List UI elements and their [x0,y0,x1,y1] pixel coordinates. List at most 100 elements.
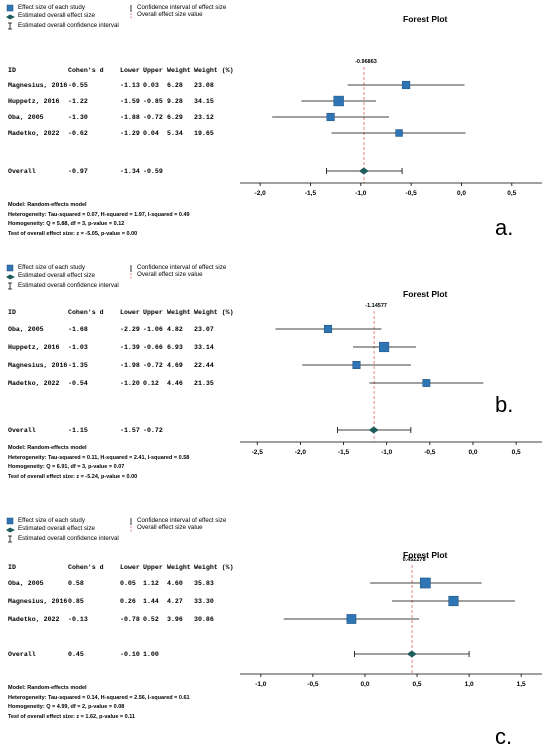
x-axis-tick-label: 0,0 [468,449,477,456]
study-effect-marker [326,112,335,122]
cell: Upper [143,564,163,571]
study-marker-group [275,324,382,334]
study-effect-marker [420,577,431,589]
legend-diamond-marker [6,14,15,20]
cell: Oba, 2005 [8,580,44,587]
legend-label-overall-effect: Estimated overall effect size [18,12,95,19]
cell: 0.26 [120,598,136,605]
model-summary: Model: Random-effects model Heterogeneity… [8,201,190,239]
cell: Lower [120,309,140,316]
table-overall-row: Overall -0.97 -1.34 -0.59 [8,168,238,177]
x-axis-tick-label: -1,5 [305,190,317,197]
cell: -0.54 [68,380,88,387]
legend-label-overall-effect: Estimated overall effect size [18,272,95,279]
cell: -0.13 [68,616,88,623]
reference-value-label: -1.14577 [365,303,387,309]
cell: 34.15 [194,98,214,105]
cell: 6.93 [167,344,183,351]
legend-label-overall-value: Overall effect size value [137,11,203,18]
model-summary-line: Model: Random-effects model [8,445,87,451]
cell: ID [8,67,16,74]
x-axis-tick-label: -1,5 [338,449,350,456]
model-summary-line: Heterogeneity: Tau-squared = 0.11, H-squ… [8,454,190,461]
cell: -1.59 [120,98,140,105]
forest-plot-area: -0.96863 -2,0 -1,5 -1,0 -0,5 0,0 0,5 [240,59,542,197]
cell: 1.00 [143,651,159,658]
cell: -0.62 [68,130,88,137]
overall-effect-diamond [358,167,369,175]
model-summary-line: Homogeneity: Q = 4.99, df = 2, p-value =… [8,704,125,710]
study-effect-marker [352,361,361,369]
x-axis-tick-label: -2,0 [255,190,267,197]
x-axis-tick-label: -2,0 [295,449,307,456]
legend-label-overall-ci: Estimated overall confidence interval [18,22,119,29]
x-axis-tick-label: -0,5 [406,190,418,197]
table-row: Oba, 2005 -1.30 -1.88 -0.72 6.29 23.12 [8,114,238,123]
table-row: Oba, 2005 0.58 0.05 1.12 4.60 35.83 [8,580,238,589]
cell: -2.29 [120,326,140,333]
cell: 1.12 [143,580,159,587]
cell: -1.34 [120,168,140,175]
cell: 0.04 [143,130,159,137]
cell: Huppetz, 2016 [8,344,60,351]
plot-title: Forest Plot [403,550,448,560]
cell: 4.46 [167,380,183,387]
overall-effect-diamond [406,650,417,658]
cell: -1.57 [120,427,140,434]
cell: 9.28 [167,98,183,105]
legend-label-overall-value: Overall effect size value [137,524,203,531]
cell: 1.44 [143,598,159,605]
cell: -1.35 [68,362,88,369]
x-axis-tick-label: 1,5 [517,681,526,688]
x-axis-tick-label: 0,0 [360,681,369,688]
model-summary-line: Test of overall effect size: z = 1.62, p… [8,713,136,720]
table-overall-row: Overall 0.45 -0.10 1.00 [8,651,238,660]
cell: Weight (%) [194,67,234,74]
table-header-row: ID Cohen's d Lower Upper Weight Weight (%) [8,309,238,318]
cell: 0.12 [143,380,159,387]
data-table: ID Cohen's d Lower Upper Weight Weight (%) Oba… [8,242,238,482]
cell: 23.08 [194,82,214,89]
cell: Overall [8,651,36,658]
model-summary: Model: Random-effects model Heterogeneity… [8,444,189,482]
x-axis-tick-label: -1,0 [381,449,393,456]
cell: 6.28 [167,82,183,89]
legend-ci-bracket-icon [8,22,12,30]
cell: Weight (%) [194,309,234,316]
cell: Madetko, 2022 [8,130,60,137]
legend-square-marker [6,517,14,525]
study-effect-marker [346,614,357,624]
cell: Madetko, 2022 [8,380,60,387]
cell: -1.22 [68,98,88,105]
cell: 21.35 [194,380,214,387]
model-summary-line: Heterogeneity: Tau-squared = 0.07, H-squ… [8,211,190,218]
forest-plot-panel-3: Effect size of each study Estimated overa… [0,482,550,749]
forest-plot-panel-1: Effect size of each study Estimated overa… [0,0,550,242]
model-summary: Model: Random-effects model Heterogeneity… [8,684,190,722]
legend-diamond-marker [6,274,15,280]
legend-symbols [6,264,132,290]
cell: 3.96 [167,616,183,623]
cell: -1.98 [120,362,140,369]
cell: 5.34 [167,130,183,137]
cell: Madetko, 2022 [8,616,60,623]
overall-effect-group [326,167,403,175]
model-summary-line: Model: Random-effects model [8,685,87,691]
legend-label-overall-effect: Estimated overall effect size [18,525,95,532]
cell: -1.39 [120,344,140,351]
legend: Effect size of each study Estimated overa… [6,517,266,557]
overall-effect-group [337,426,412,434]
cell: 0.05 [120,580,136,587]
legend-label-overall-ci: Estimated overall confidence interval [18,282,119,289]
cell: 4.82 [167,326,183,333]
study-marker-group [272,112,389,122]
cell: -1.88 [120,114,140,121]
data-table: ID Cohen's d Lower Upper Weight Weight (%) Oba… [8,482,238,735]
x-axis-tick-label: 0,5 [512,449,521,456]
cell: 22.44 [194,362,214,369]
legend-label-effect-size: Effect size of each study [18,4,85,11]
study-effect-marker [323,324,333,334]
cell: -0.10 [120,651,140,658]
cell: 33.30 [194,598,214,605]
study-marker-group [331,129,466,137]
